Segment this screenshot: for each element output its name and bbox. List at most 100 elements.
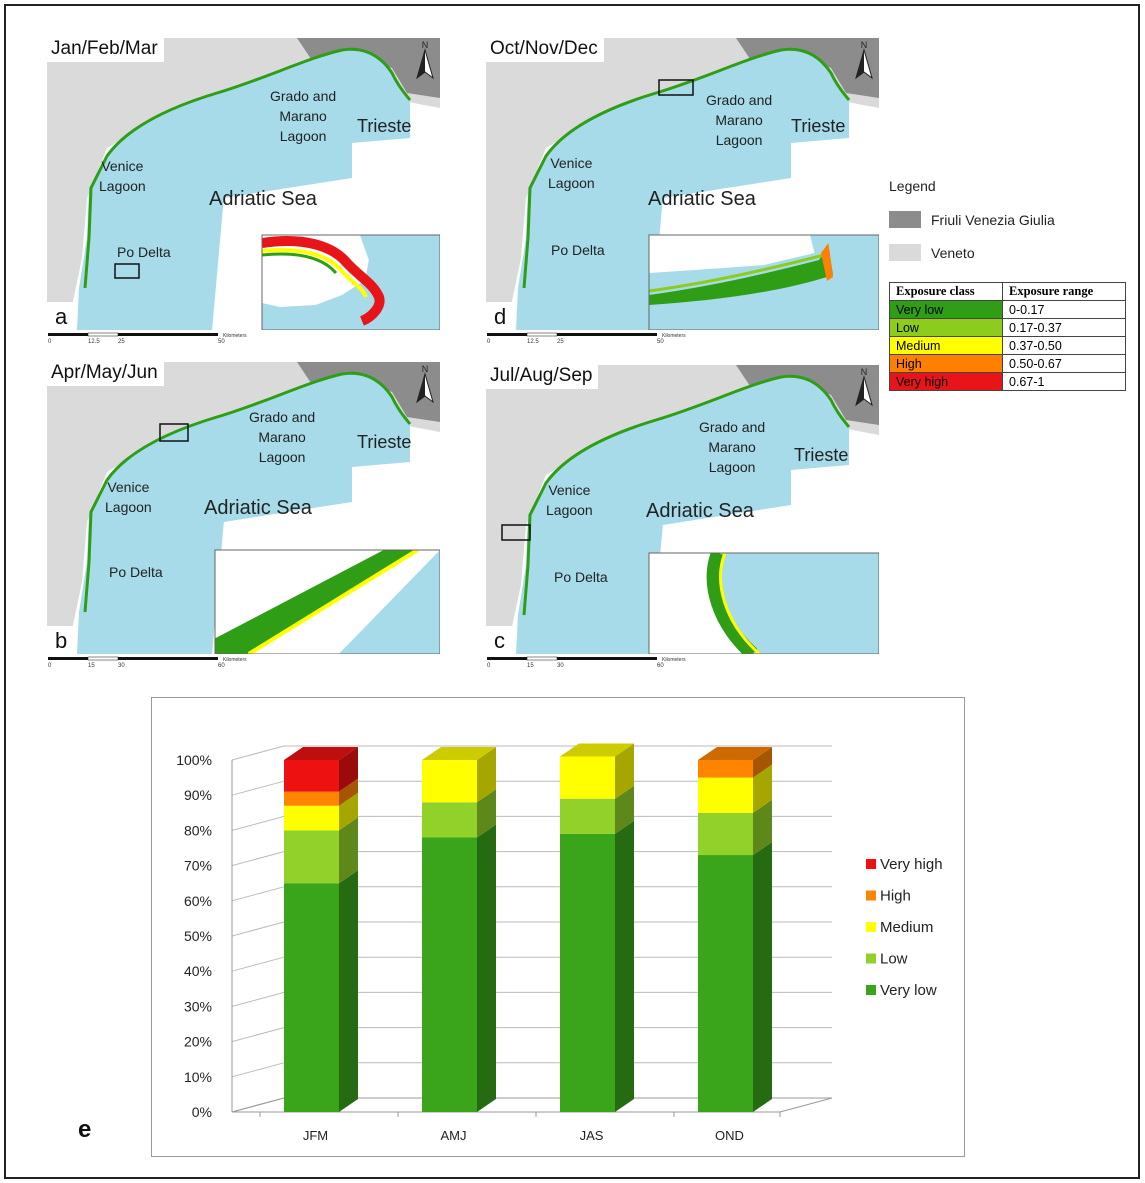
y-tick-label: 40% [184, 963, 212, 979]
scale-bar: 0 15 30 60 Kilometers [486, 656, 716, 670]
grid-line-side [231, 851, 285, 867]
chart-floor [231, 1097, 833, 1113]
scale-tick: 0 [487, 663, 491, 669]
scale-tick: 25 [118, 339, 125, 345]
legend-region-label: Friuli Venezia Giulia [931, 211, 1055, 228]
scale-bar: 0 12.5 25 50 Kilometers [486, 332, 716, 346]
legend-title: Legend [889, 178, 936, 194]
y-tick-label: 60% [184, 893, 212, 909]
map-base: N [486, 38, 879, 330]
legend-label: High [880, 888, 911, 905]
scale-bar: 0 12.5 25 50 Kilometers [47, 332, 277, 346]
stacked-bar-chart: 0% 10% 20% 30% 40% 50% 60% 70% 80% 90% 100% JFM AMJ J… [151, 697, 965, 1157]
class-very-low: Very low [889, 300, 1003, 319]
map-letter: b [47, 626, 76, 654]
scale-tick: 12.5 [88, 339, 100, 345]
label-venice: Venice Lagoon [99, 158, 146, 194]
north-label: N [861, 367, 868, 377]
table-header-range: Exposure range [1002, 282, 1126, 301]
label-venice: Venice Lagoon [546, 482, 593, 518]
bar-segment-medium [560, 756, 615, 799]
bar-side [339, 817, 358, 884]
table-row: Very low 0-0.17 [889, 300, 1126, 319]
label-adriatic-sea: Adriatic Sea [646, 500, 754, 522]
bar-segment-very-low [422, 837, 477, 1112]
north-label: N [422, 364, 429, 374]
grid-line-side [231, 745, 285, 761]
scale-tick: 30 [118, 663, 125, 669]
range-very-low: 0-0.17 [1002, 300, 1126, 319]
x-tick-label: AMJ [441, 1128, 467, 1143]
bar-segment-medium [422, 760, 477, 803]
label-venice: Venice Lagoon [105, 479, 152, 515]
bar-segment-low [422, 802, 477, 838]
label-trieste: Trieste [357, 116, 412, 136]
label-grado-marano: Grado and Marano Lagoon [706, 92, 773, 148]
map-inset [215, 550, 440, 654]
bar-side [339, 870, 358, 1112]
legend-label: Very high [880, 856, 943, 873]
bar-side [477, 789, 496, 838]
chart-svg: 0% 10% 20% 30% 40% 50% 60% 70% 80% 90% 100% JFM AMJ J… [176, 743, 943, 1143]
bar-top [560, 743, 634, 757]
legend-label: Medium [880, 919, 933, 936]
y-tick-label: 50% [184, 928, 212, 944]
table-row: Very high 0.67-1 [889, 372, 1126, 391]
y-tick-label: 10% [184, 1069, 212, 1085]
scale-tick: 25 [557, 339, 564, 345]
bar-side [615, 743, 634, 799]
grid-line-side [231, 956, 285, 972]
scale-unit: Kilometers [662, 333, 686, 339]
map-title: Jan/Feb/Mar [47, 38, 164, 62]
map-title: Jul/Aug/Sep [486, 365, 599, 389]
grid-line-side [231, 780, 285, 796]
scale-bar: 0 15 30 60 Kilometers [47, 656, 277, 670]
range-low: 0.17-0.37 [1002, 318, 1126, 337]
y-tick-label: 90% [184, 787, 212, 803]
x-tick-label: JAS [580, 1128, 604, 1143]
scale-tick: 60 [218, 663, 225, 669]
bar-side [753, 842, 772, 1112]
scale-tick: 50 [657, 339, 664, 345]
bar-side [339, 792, 358, 831]
bar-side [753, 764, 772, 813]
label-trieste: Trieste [794, 445, 849, 465]
scale-unit: Kilometers [223, 657, 247, 663]
bar-segment-low [698, 812, 753, 856]
scale-unit: Kilometers [662, 657, 686, 663]
legend-region-fvg: Friuli Venezia Giulia [889, 211, 1055, 228]
table-row: Medium 0.37-0.50 [889, 336, 1126, 355]
scale-tick: 0 [48, 339, 52, 345]
legend-swatch [866, 953, 876, 964]
bar-side [477, 747, 496, 803]
north-arrow-icon: N [416, 364, 434, 404]
bar-segment-medium [698, 777, 753, 813]
map-base: N [47, 362, 440, 654]
map-letter: a [47, 302, 76, 330]
exposure-class-table: Exposure class Exposure range Very low 0-… [889, 282, 1126, 391]
table-row: Low 0.17-0.37 [889, 318, 1126, 337]
label-grado-marano: Grado and Marano Lagoon [249, 409, 316, 465]
label-po-delta: Po Delta [551, 242, 605, 258]
bar-side [615, 785, 634, 834]
map-inset [649, 235, 879, 330]
focus-box [501, 524, 531, 541]
bar-side [753, 747, 772, 778]
map-letter: c [486, 626, 513, 654]
focus-box [159, 423, 189, 442]
y-tick-label: 30% [184, 998, 212, 1014]
label-po-delta: Po Delta [554, 569, 608, 585]
grid-line-side [231, 1027, 285, 1043]
scale-unit: Kilometers [223, 333, 247, 339]
map-inset [649, 553, 879, 654]
scale-tick: 30 [557, 663, 564, 669]
legend-swatch [866, 985, 876, 995]
class-high: High [889, 354, 1003, 373]
bar-side [753, 799, 772, 856]
north-arrow-icon: N [855, 40, 873, 80]
y-tick-label: 100% [176, 752, 212, 768]
map-panel-c: N Jul/Aug/Sep c Grado and Marano Lagoon Trie… [486, 365, 879, 654]
label-trieste: Trieste [791, 116, 846, 136]
map-title: Apr/May/Jun [47, 362, 164, 386]
bar-segment-medium [284, 805, 339, 831]
